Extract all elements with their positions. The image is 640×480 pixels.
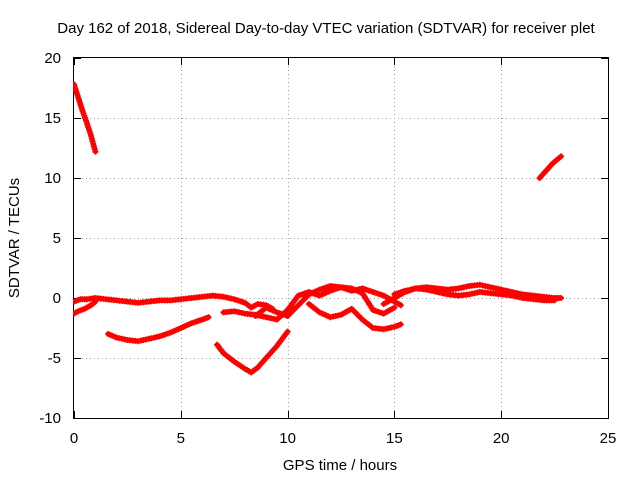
x-tick-label: 20 — [493, 430, 510, 447]
series-arc-11 — [536, 153, 564, 181]
data-point — [558, 153, 564, 160]
x-axis-label: GPS time / hours — [283, 457, 397, 474]
series-arc-5 — [214, 328, 291, 376]
series-arc-8 — [306, 301, 404, 333]
data-point — [397, 302, 404, 309]
x-tick-label: 10 — [279, 430, 296, 447]
y-tick-label: 15 — [44, 110, 61, 127]
series-trace — [306, 301, 404, 332]
x-tick-label: 5 — [177, 430, 185, 447]
axis-ticks — [74, 58, 609, 419]
series-arc-3 — [73, 298, 99, 317]
data-point — [391, 304, 398, 311]
series-arc-1 — [73, 81, 99, 155]
y-tick-label: 20 — [44, 50, 61, 67]
series-arc-10 — [391, 285, 558, 304]
series-trace — [214, 329, 291, 375]
y-tick-labels: -10 -5 0 5 10 15 20 — [39, 50, 61, 427]
chart-title: Day 162 of 2018, Sidereal Day-to-day VTE… — [57, 20, 595, 37]
data-point — [205, 314, 212, 321]
y-axis-label: SDTVAR / TECUs — [6, 178, 23, 298]
data-point — [397, 321, 404, 328]
grid-lines — [74, 58, 608, 418]
series-arc-7 — [252, 283, 404, 319]
data-point — [92, 298, 99, 305]
y-tick-label: 5 — [53, 230, 61, 247]
y-tick-label: -10 — [39, 410, 61, 427]
x-tick-label: 25 — [600, 430, 617, 447]
y-tick-label: 0 — [53, 290, 61, 307]
y-tick-label: -5 — [48, 350, 61, 367]
x-tick-labels: 0 5 10 15 20 25 — [70, 430, 617, 447]
plot-frame — [73, 57, 609, 419]
x-tick-label: 0 — [70, 430, 78, 447]
series-arc-2 — [73, 292, 276, 312]
data-point — [551, 297, 558, 304]
data-point — [92, 148, 99, 155]
y-tick-label: 10 — [44, 170, 61, 187]
data-point — [558, 295, 564, 301]
x-tick-label: 15 — [386, 430, 403, 447]
data-series — [73, 81, 564, 376]
series-arc-4 — [105, 314, 212, 345]
data-point — [284, 328, 291, 335]
